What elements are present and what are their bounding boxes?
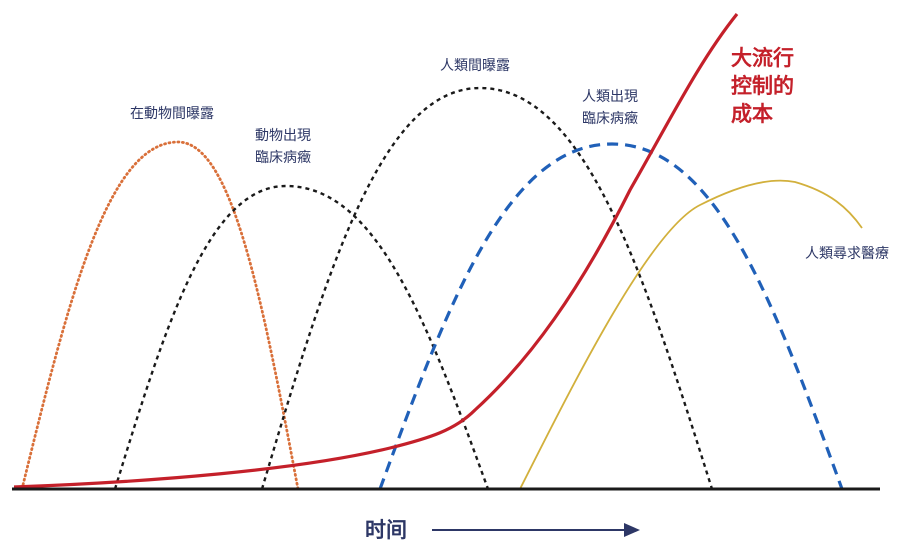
animal-clinical-label-line1: 動物出現 <box>255 128 311 144</box>
human-clinical-label-line1: 人類出現 <box>582 89 638 105</box>
animal-clinical-curve <box>113 184 490 490</box>
human-seek-care-label: 人類尋求醫療 <box>805 245 889 262</box>
human-exposure-label: 人類間曝露 <box>440 58 510 74</box>
human-clinical-curve <box>378 142 844 490</box>
cost-label-line2: 控制的 <box>731 74 794 98</box>
animal-exposure-label: 在動物間曝露 <box>130 106 214 122</box>
pandemic-control-cost-curve <box>13 12 739 489</box>
cost-label-line3: 成本 <box>731 102 773 126</box>
human-seek-care-curve <box>519 179 863 490</box>
animal-clinical-label-line2: 臨床病癥 <box>255 149 311 166</box>
time-arrow-head-icon <box>624 523 640 537</box>
cost-label-line1: 大流行 <box>731 46 794 70</box>
human-exposure-curve <box>260 86 714 490</box>
time-axis-label: 时间 <box>365 518 407 542</box>
animal-exposure-curve <box>20 140 300 491</box>
human-clinical-label-line2: 臨床病癥 <box>582 110 638 127</box>
